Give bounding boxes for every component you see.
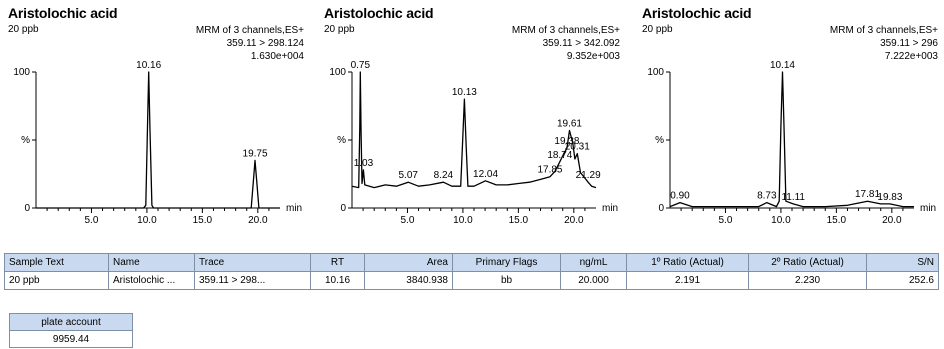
- peak-label: 21.29: [576, 170, 601, 181]
- y-tick-label: 100: [647, 67, 664, 78]
- cell-primary-ratio: 2.191: [626, 271, 749, 290]
- channel-intensity: 9.352e+003: [566, 51, 620, 62]
- peak-label: 19.38: [554, 136, 579, 147]
- chart-title: Aristolochic acid: [324, 5, 434, 21]
- peak-label: 10.14: [770, 60, 795, 71]
- col-header-rt[interactable]: RT: [310, 253, 365, 272]
- cell-secondary-ratio: 2.230: [748, 271, 867, 290]
- plate-account-table: plate account 9959.44: [9, 313, 133, 348]
- results-table: Sample Text Name Trace RT Area Primary F…: [4, 253, 939, 290]
- sample-label: 20 ppb: [324, 24, 355, 35]
- chromatogram-plot: 100% 0 5.0 10.0 15.0 20.0 min 0.75 1.03 5.07 8.24 1…: [329, 60, 618, 226]
- y-tick-label: 0: [340, 203, 346, 214]
- channel-transition: 359.11 > 298.124: [226, 38, 304, 49]
- channel-mode: MRM of 3 channels,ES+: [829, 25, 938, 36]
- channel-mode: MRM of 3 channels,ES+: [511, 25, 620, 36]
- cell-rt: 10.16: [310, 271, 365, 290]
- col-header-ng-ml[interactable]: ng/mL: [560, 253, 627, 272]
- cell-ng-ml: 20.000: [560, 271, 627, 290]
- col-header-primary-flags[interactable]: Primary Flags: [452, 253, 561, 272]
- cell-area: 3840.938: [364, 271, 453, 290]
- peak-label: 10.16: [136, 60, 161, 71]
- x-tick-label: 15.0: [827, 215, 847, 226]
- sample-label: 20 ppb: [642, 24, 673, 35]
- peak-label: 20.31: [565, 142, 590, 153]
- cell-primary-flags: bb: [452, 271, 561, 290]
- peak-label: 19.83: [877, 192, 902, 203]
- peak-label: 17.85: [537, 165, 562, 176]
- chromatogram-panel-2: Aristolochic acid 20 ppb MRM of 3 channe…: [320, 0, 620, 235]
- peak-label: 10.13: [452, 87, 477, 98]
- cell-sn: 252.6: [866, 271, 939, 290]
- table-row[interactable]: 20 ppb Aristolochic ... 359.11 > 298... …: [4, 271, 939, 290]
- chromatogram-plot: 100% 0 5.0 10.0 15.0 20.0 min 0.90 8.73 10.14 11.1…: [647, 60, 936, 226]
- x-tick-label: 20.0: [564, 215, 584, 226]
- peak-label: 1.03: [354, 158, 374, 169]
- col-header-sn[interactable]: S/N: [866, 253, 939, 272]
- x-axis-label: min: [286, 203, 302, 214]
- chromatogram-trace: [351, 71, 597, 189]
- y-tick-label: 100: [329, 67, 346, 78]
- channel-info: MRM of 3 channels,ES+ 359.11 > 296 7.222…: [830, 24, 938, 63]
- y-tick-label: %: [21, 135, 30, 146]
- chart-title: Aristolochic acid: [8, 5, 118, 21]
- x-axis-label: min: [602, 203, 618, 214]
- chromatogram-plot: 100% 0 5.0 10.0 15.0 20.0 min 10.16 19.75: [13, 60, 302, 226]
- x-tick-label: 20.0: [248, 215, 268, 226]
- x-tick-label: 5.0: [719, 215, 733, 226]
- results-header-row: Sample Text Name Trace RT Area Primary F…: [4, 253, 939, 272]
- chromatogram-trace: [669, 71, 914, 208]
- x-tick-label: 10.0: [453, 215, 473, 226]
- plate-account-value: 9959.44: [9, 330, 133, 348]
- x-tick-label: 10.0: [771, 215, 791, 226]
- sample-label: 20 ppb: [8, 24, 39, 35]
- x-tick-label: 5.0: [401, 215, 415, 226]
- channel-transition: 359.11 > 342.092: [542, 38, 620, 49]
- peak-label: 0.75: [351, 60, 371, 71]
- peak-label: 12.04: [473, 169, 498, 180]
- x-tick-label: 15.0: [509, 215, 529, 226]
- x-tick-label: 5.0: [85, 215, 99, 226]
- peak-label: 19.61: [557, 118, 582, 129]
- y-tick-label: %: [337, 135, 346, 146]
- y-tick-label: 0: [24, 203, 30, 214]
- peak-label: 5.07: [398, 170, 418, 181]
- x-tick-label: 15.0: [193, 215, 213, 226]
- plate-account-header: plate account: [9, 313, 133, 331]
- col-header-name[interactable]: Name: [108, 253, 195, 272]
- peak-label: 19.75: [243, 148, 268, 159]
- cell-sample-text: 20 ppb: [4, 271, 109, 290]
- channel-intensity: 7.222e+003: [884, 51, 938, 62]
- peak-label: 11.11: [781, 192, 805, 203]
- channel-info: MRM of 3 channels,ES+ 359.11 > 342.092 9…: [512, 24, 620, 63]
- col-header-trace[interactable]: Trace: [194, 253, 311, 272]
- x-tick-label: 10.0: [137, 215, 157, 226]
- y-tick-label: 100: [13, 67, 30, 78]
- cell-name: Aristolochic ...: [108, 271, 195, 290]
- x-tick-label: 20.0: [882, 215, 902, 226]
- col-header-sample-text[interactable]: Sample Text: [4, 253, 109, 272]
- channel-mode: MRM of 3 channels,ES+: [195, 25, 304, 36]
- channel-intensity: 1.630e+004: [250, 51, 304, 62]
- chromatogram-panel-3: Aristolochic acid 20 ppb MRM of 3 channe…: [638, 0, 938, 235]
- cell-trace: 359.11 > 298...: [194, 271, 311, 290]
- chromatogram-trace: [36, 71, 280, 209]
- col-header-area[interactable]: Area: [364, 253, 453, 272]
- col-header-primary-ratio[interactable]: 1º Ratio (Actual): [626, 253, 749, 272]
- peak-label: 17.81: [855, 189, 880, 200]
- x-axis-label: min: [920, 203, 936, 214]
- peak-label: 0.90: [670, 191, 690, 202]
- chart-title: Aristolochic acid: [642, 5, 752, 21]
- peak-label: 18.74: [547, 150, 572, 161]
- channel-transition: 359.11 > 296: [880, 38, 938, 49]
- chromatogram-panel-1: Aristolochic acid 20 ppb MRM of 3 channe…: [4, 0, 304, 235]
- y-tick-label: %: [655, 135, 664, 146]
- y-tick-label: 0: [658, 203, 664, 214]
- peak-label: 8.73: [757, 191, 777, 202]
- peak-label: 8.24: [434, 170, 454, 181]
- col-header-secondary-ratio[interactable]: 2º Ratio (Actual): [748, 253, 867, 272]
- channel-info: MRM of 3 channels,ES+ 359.11 > 298.124 1…: [196, 24, 304, 63]
